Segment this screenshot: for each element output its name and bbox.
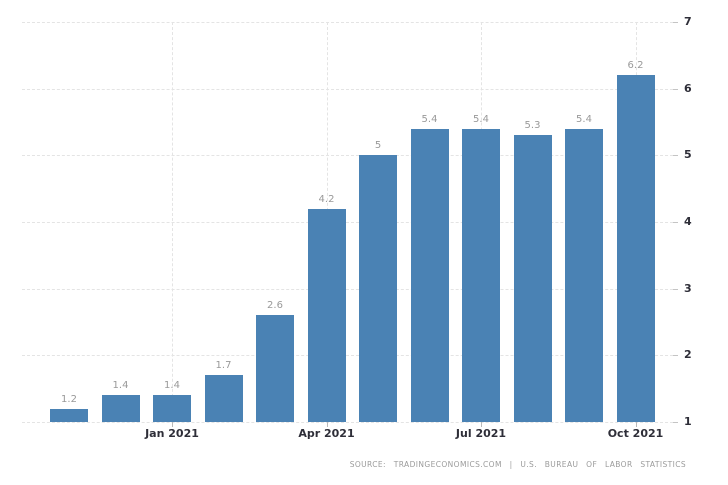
- bar-value-label: 6.2: [627, 60, 644, 72]
- plot-area: 1.2 1.4 1.4 1.7 2.6 4.2 5 5.4 5.4 5.3 5.4 6.2: [22, 22, 678, 427]
- y-axis-tick: [673, 355, 678, 357]
- bar[interactable]: [565, 128, 603, 422]
- y-axis-tick: [673, 288, 678, 290]
- y-gridline: [22, 222, 678, 223]
- y-axis-tick: [673, 222, 678, 223]
- bar-value-label: 1.2: [61, 393, 77, 405]
- bar-value-label: 1.7: [215, 360, 232, 372]
- y-axis-tick: [673, 155, 678, 157]
- y-axis-tick-label: 6: [684, 81, 692, 95]
- bar-value-label: 1.4: [112, 380, 129, 392]
- y-axis-tick: [673, 88, 678, 90]
- y-axis-tick-label: 7: [684, 15, 692, 28]
- x-axis-tick: [326, 422, 328, 427]
- y-axis-tick: [673, 22, 678, 23]
- y-axis-tick-label: 5: [684, 148, 692, 162]
- y-gridline: [22, 22, 678, 23]
- bar-value-label: 5: [374, 140, 382, 152]
- bar[interactable]: [50, 408, 88, 422]
- y-gridline: [22, 422, 678, 423]
- y-axis-tick-label: 3: [684, 281, 692, 295]
- y-gridline: [22, 288, 678, 290]
- bar[interactable]: [616, 75, 655, 422]
- x-axis-tick-label: Jan 2021: [145, 427, 199, 440]
- x-axis-tick: [635, 422, 637, 427]
- bar[interactable]: [153, 395, 191, 422]
- y-gridline: [22, 155, 678, 157]
- x-axis-tick: [481, 422, 482, 427]
- source-attribution: SOURCE: TRADINGECONOMICS.COM | U.S. BURE…: [349, 460, 686, 469]
- y-gridline: [22, 355, 678, 357]
- bar-value-label: 5.3: [524, 120, 541, 132]
- x-axis-tick-label: Apr 2021: [298, 427, 355, 440]
- bar-value-label: 5.4: [576, 113, 592, 125]
- bar-value-label: 4.2: [318, 193, 335, 205]
- bar[interactable]: [410, 128, 449, 422]
- bar[interactable]: [101, 395, 140, 422]
- bar[interactable]: [462, 128, 500, 422]
- x-axis-tick-label: Jul 2021: [455, 427, 507, 440]
- y-axis-tick: [673, 422, 678, 423]
- y-axis-tick-label: 2: [684, 348, 692, 362]
- bar[interactable]: [256, 315, 294, 422]
- bar-value-label: 1.4: [164, 380, 180, 392]
- y-axis-tick-label: 4: [684, 215, 692, 228]
- bar-value-label: 5.4: [421, 113, 438, 125]
- bar[interactable]: [513, 135, 552, 422]
- bar-value-label: 2.6: [267, 300, 283, 312]
- y-axis-tick-label: 1: [684, 415, 692, 428]
- y-gridline: [22, 88, 678, 90]
- x-axis-tick: [172, 422, 173, 427]
- x-axis-tick-label: Oct 2021: [607, 427, 664, 440]
- x-gridline: [172, 22, 173, 422]
- bar[interactable]: [204, 375, 243, 422]
- bar-value-label: 5.4: [473, 113, 489, 125]
- bar[interactable]: [359, 155, 397, 422]
- bar[interactable]: [307, 208, 346, 422]
